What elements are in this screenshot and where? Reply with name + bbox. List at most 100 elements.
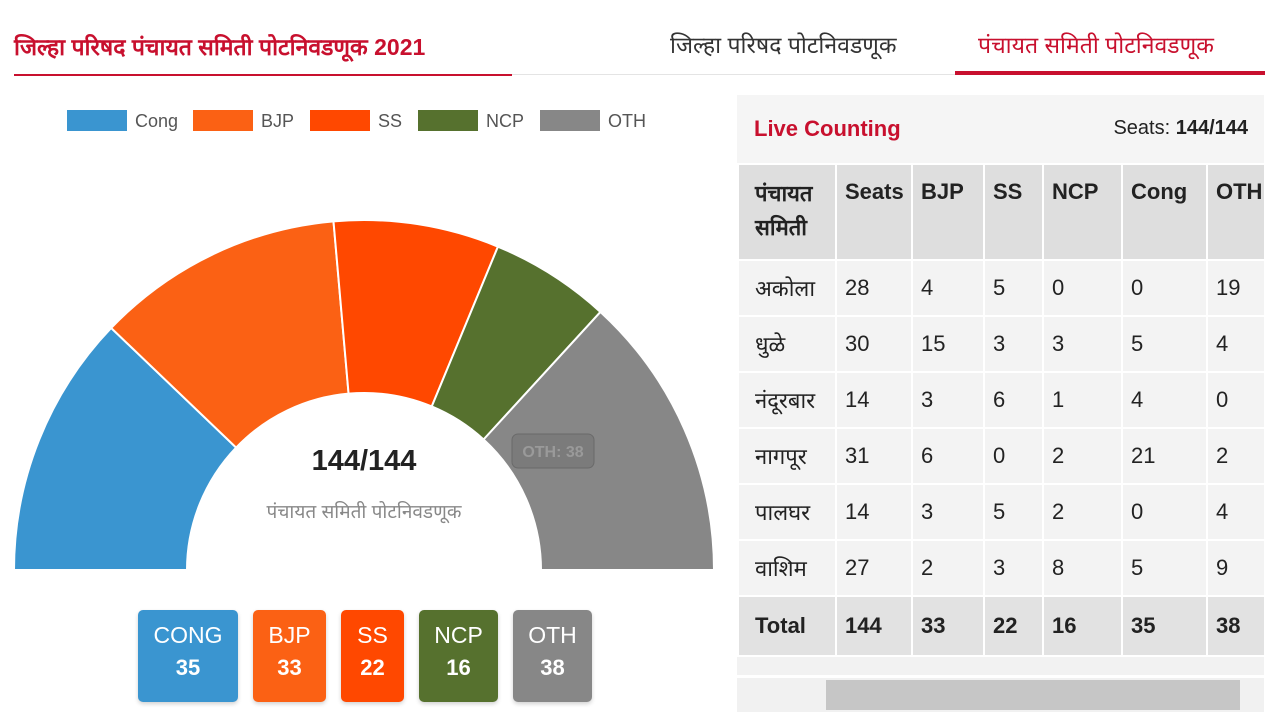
summary-value: 38 bbox=[540, 655, 565, 680]
column-header[interactable]: OTH bbox=[1206, 163, 1264, 261]
table-cell: 6 bbox=[911, 427, 985, 485]
table-cell: 9 bbox=[1206, 539, 1264, 597]
page-title: जिल्हा परिषद पंचायत समिती पोटनिवडणूक 202… bbox=[14, 34, 426, 60]
results-panel: Live Counting Seats: 144/144 पंचायत समित… bbox=[737, 95, 1264, 675]
legend-swatch-bjp[interactable] bbox=[193, 110, 253, 131]
table-cell: धुळे bbox=[737, 315, 837, 373]
summary-value: 22 bbox=[360, 655, 385, 680]
seats-counter: Seats: 144/144 bbox=[1113, 117, 1248, 140]
table-cell: नंदूरबार bbox=[737, 371, 837, 429]
table-cell: नागपूर bbox=[737, 427, 837, 485]
table-cell: 14 bbox=[835, 483, 913, 541]
table-row: नंदूरबार 14 3 6 1 4 0 bbox=[737, 371, 1264, 429]
column-header[interactable]: NCP bbox=[1042, 163, 1123, 261]
table-cell: 31 bbox=[835, 427, 913, 485]
results-panel-header: Live Counting Seats: 144/144 bbox=[737, 95, 1264, 163]
legend-label-oth[interactable]: OTH bbox=[608, 111, 646, 131]
table-cell: 4 bbox=[911, 259, 985, 317]
table-cell: 15 bbox=[911, 315, 985, 373]
table-cell: 5 bbox=[1121, 315, 1208, 373]
table-row: पालघर 14 3 5 2 0 4 bbox=[737, 483, 1264, 541]
table-cell: 5 bbox=[983, 483, 1044, 541]
summary-label: NCP bbox=[434, 622, 483, 648]
table-cell: 3 bbox=[983, 539, 1044, 597]
chart-legend: Cong BJP SS NCP OTH bbox=[67, 110, 646, 131]
table-cell: 0 bbox=[1042, 259, 1123, 317]
seats-counter-label: Seats: bbox=[1113, 117, 1176, 139]
table-row: नागपूर 31 6 0 2 21 2 bbox=[737, 427, 1264, 485]
table-cell: 2 bbox=[1206, 427, 1264, 485]
summary-label: CONG bbox=[153, 622, 223, 648]
table-cell: 27 bbox=[835, 539, 913, 597]
legend-label-ss[interactable]: SS bbox=[378, 111, 402, 131]
chart-slices bbox=[12, 219, 716, 571]
legend-swatch-ncp[interactable] bbox=[418, 110, 478, 131]
summary-value: 33 bbox=[277, 655, 302, 680]
table-cell: 19 bbox=[1206, 259, 1264, 317]
table-cell: 14 bbox=[835, 371, 913, 429]
table-cell: 5 bbox=[983, 259, 1044, 317]
tabbar-divider bbox=[512, 74, 1264, 75]
live-counting-label: Live Counting bbox=[754, 116, 901, 141]
column-header[interactable]: पंचायत समिती bbox=[737, 163, 837, 261]
title-underline bbox=[14, 74, 512, 76]
table-cell: 1 bbox=[1042, 371, 1123, 429]
seat-share-chart: Cong BJP SS NCP OTH OTH: 38 144/144 पंचायत स… bbox=[12, 110, 716, 571]
table-cell: 0 bbox=[1206, 371, 1264, 429]
table-header-row: पंचायत समिती Seats BJP SS NCP Cong OTH bbox=[737, 163, 1264, 261]
results-table: पंचायत समिती Seats BJP SS NCP Cong OTH अ… bbox=[737, 163, 1264, 657]
legend-label-ncp[interactable]: NCP bbox=[486, 111, 524, 131]
scrollbar-thumb[interactable] bbox=[826, 680, 1240, 710]
table-cell: 28 bbox=[835, 259, 913, 317]
table-cell: 2 bbox=[911, 539, 985, 597]
table-total-row: Total 144 33 22 16 35 38 bbox=[737, 595, 1264, 657]
table-cell: 0 bbox=[1121, 483, 1208, 541]
table-row: धुळे 30 15 3 3 5 4 bbox=[737, 315, 1264, 373]
table-cell: 16 bbox=[1042, 595, 1123, 657]
legend-swatch-ss[interactable] bbox=[310, 110, 370, 131]
chart-center-value: 144/144 bbox=[312, 445, 417, 477]
table-cell: वाशिम bbox=[737, 539, 837, 597]
summary-label: SS bbox=[357, 622, 388, 648]
table-cell: 0 bbox=[1121, 259, 1208, 317]
column-header[interactable]: Seats bbox=[835, 163, 913, 261]
chart-tooltip-text: OTH: 38 bbox=[522, 444, 583, 461]
table-cell: 0 bbox=[983, 427, 1044, 485]
chart-slice-bjp[interactable] bbox=[109, 220, 350, 450]
table-cell: 38 bbox=[1206, 595, 1264, 657]
summary-box-oth: OTH 38 bbox=[513, 610, 592, 702]
summary-label: BJP bbox=[268, 622, 311, 648]
legend-swatch-cong[interactable] bbox=[67, 110, 127, 131]
summary-box-cong: CONG 35 bbox=[138, 610, 238, 702]
table-cell: 6 bbox=[983, 371, 1044, 429]
column-header[interactable]: BJP bbox=[911, 163, 985, 261]
active-tab-indicator bbox=[955, 71, 1265, 75]
table-row: वाशिम 27 2 3 8 5 9 bbox=[737, 539, 1264, 597]
tab-panchayat-samiti[interactable]: पंचायत समिती पोटनिवडणूक bbox=[978, 32, 1214, 58]
table-cell: 5 bbox=[1121, 539, 1208, 597]
chart-tooltip-box bbox=[511, 433, 595, 469]
table-cell: 22 bbox=[983, 595, 1044, 657]
table-cell: 4 bbox=[1121, 371, 1208, 429]
column-header[interactable]: SS bbox=[983, 163, 1044, 261]
table-cell: 144 bbox=[835, 595, 913, 657]
summary-box-bjp: BJP 33 bbox=[253, 610, 326, 702]
summary-box-ncp: NCP 16 bbox=[419, 610, 498, 702]
table-cell: 33 bbox=[911, 595, 985, 657]
legend-swatch-oth[interactable] bbox=[540, 110, 600, 131]
chart-slice-oth[interactable] bbox=[482, 310, 716, 571]
legend-label-bjp[interactable]: BJP bbox=[261, 111, 294, 131]
summary-value: 16 bbox=[446, 655, 471, 680]
summary-label: OTH bbox=[528, 622, 577, 648]
tab-zilla-parishad[interactable]: जिल्हा परिषद पोटनिवडणूक bbox=[670, 32, 897, 58]
table-cell: 2 bbox=[1042, 427, 1123, 485]
column-header[interactable]: Cong bbox=[1121, 163, 1208, 261]
legend-label-cong[interactable]: Cong bbox=[135, 111, 178, 131]
table-cell: 3 bbox=[911, 371, 985, 429]
seats-counter-value: 144/144 bbox=[1175, 117, 1248, 139]
table-cell: 3 bbox=[911, 483, 985, 541]
chart-tooltip: OTH: 38 bbox=[511, 433, 595, 469]
summary-box-ss: SS 22 bbox=[341, 610, 404, 702]
chart-slice-cong[interactable] bbox=[12, 326, 238, 571]
table-cell: अकोला bbox=[737, 259, 837, 317]
